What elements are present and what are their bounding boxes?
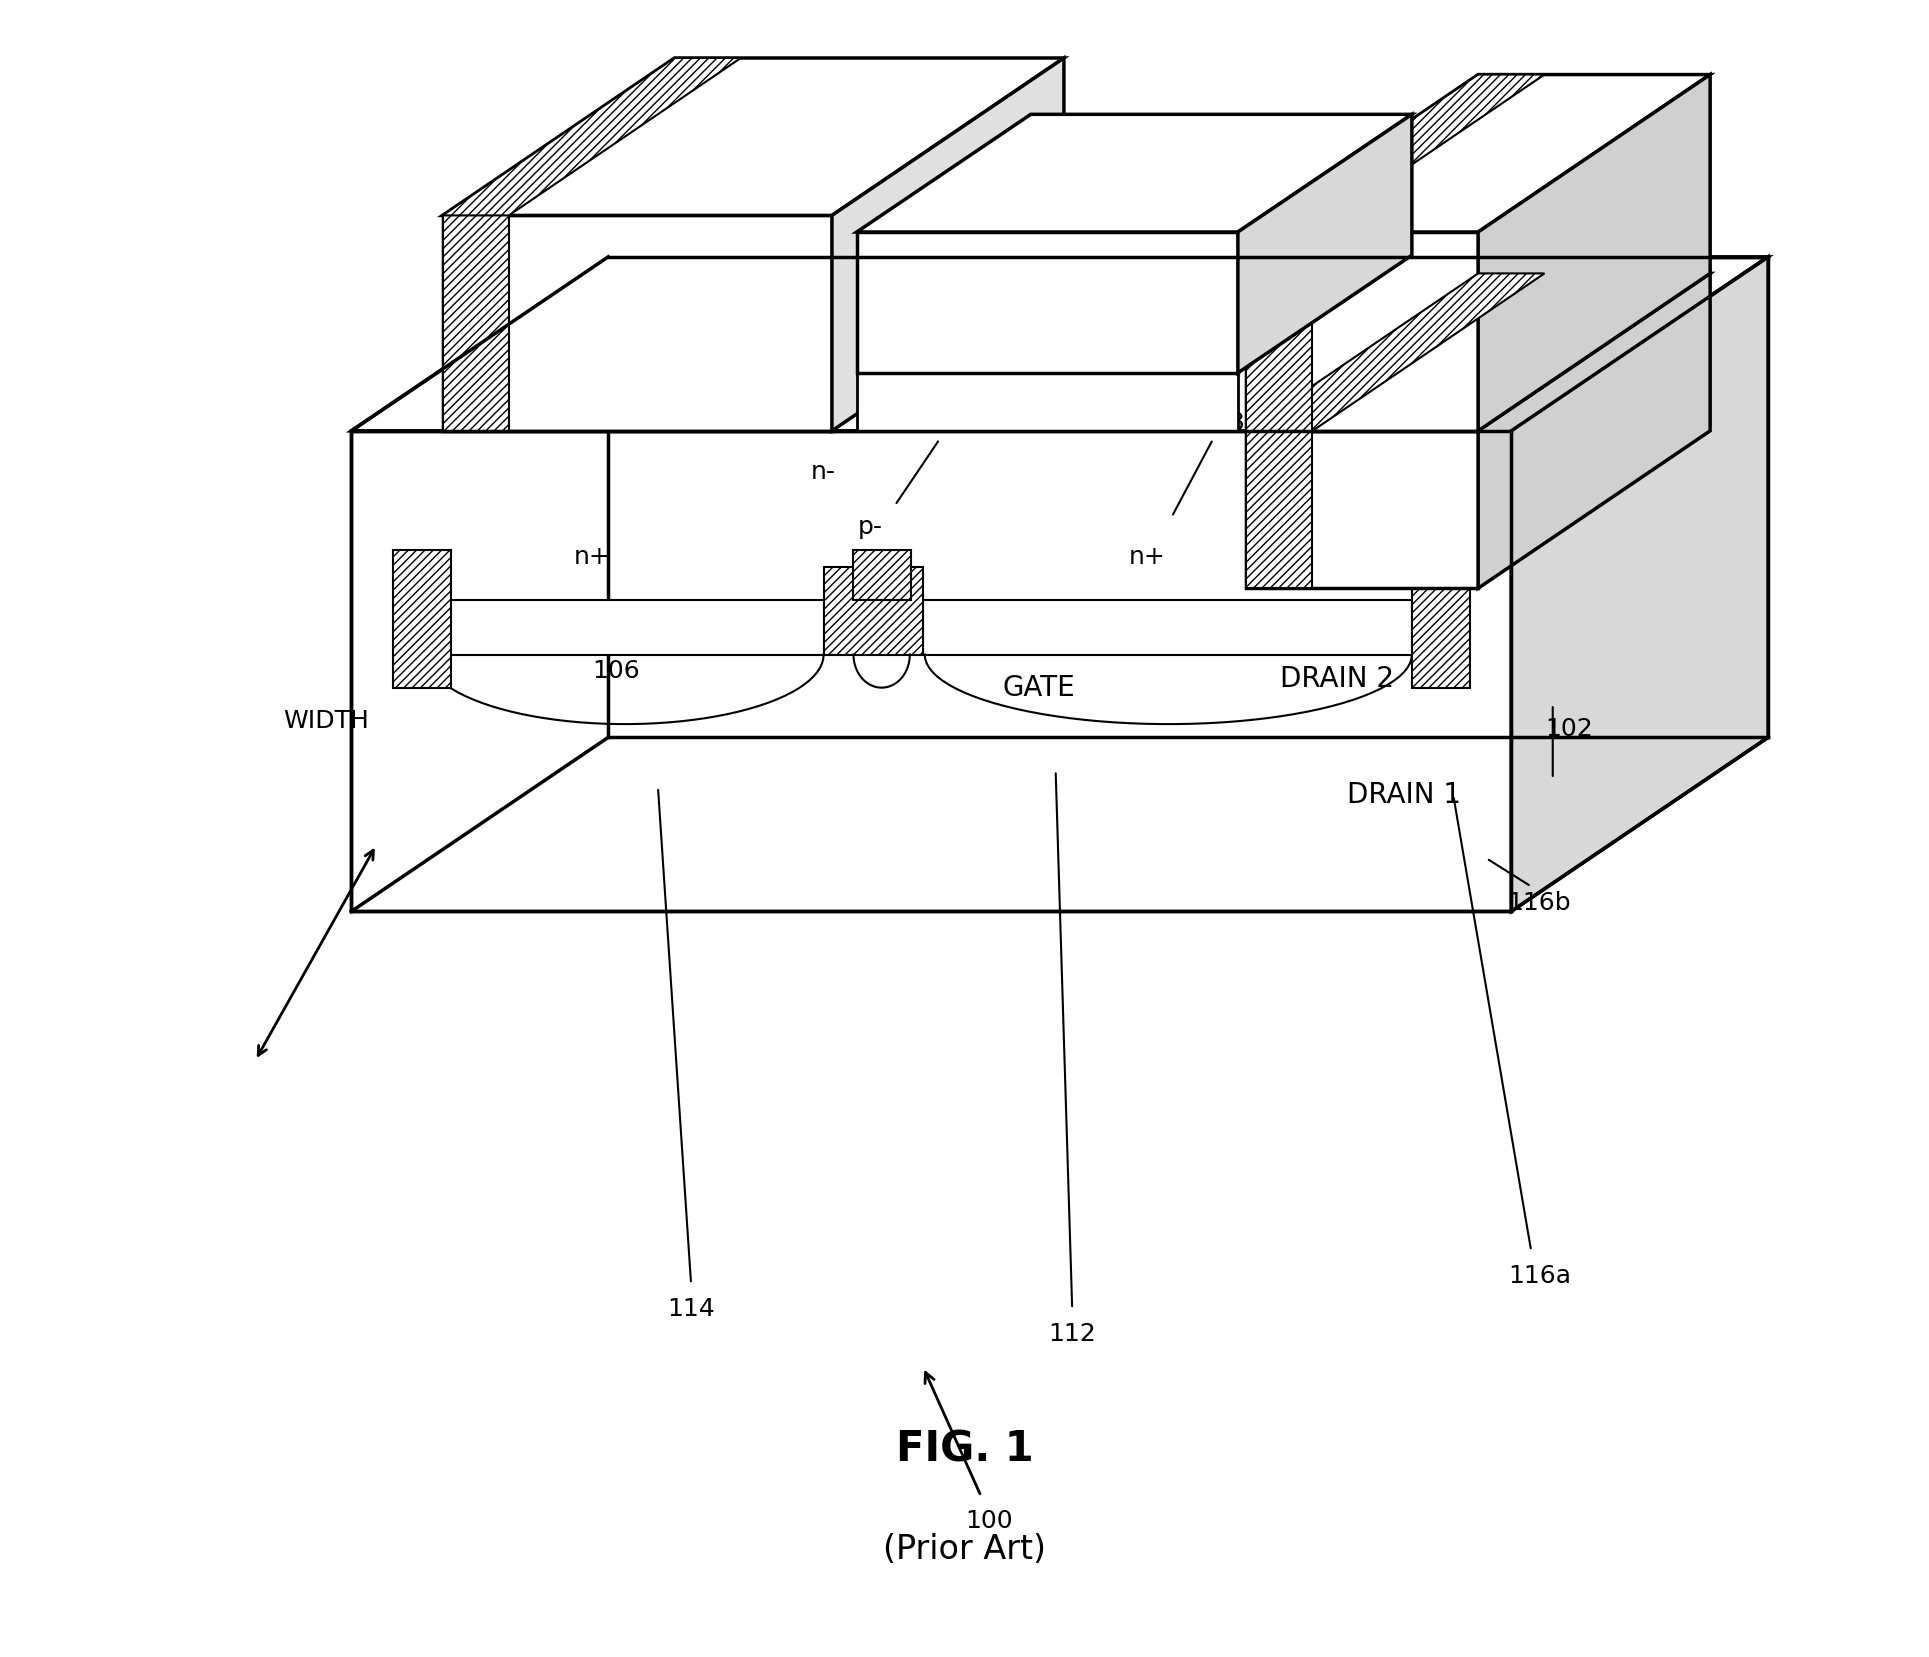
Text: 112: 112 — [1047, 1322, 1096, 1345]
Polygon shape — [1246, 75, 1545, 232]
Text: 116a: 116a — [1508, 1264, 1570, 1287]
Polygon shape — [1478, 75, 1711, 431]
Polygon shape — [856, 232, 1238, 373]
Polygon shape — [856, 114, 1412, 232]
Text: 104: 104 — [912, 370, 961, 393]
Polygon shape — [442, 215, 831, 431]
Polygon shape — [426, 600, 824, 655]
Text: DRAIN 2: DRAIN 2 — [1281, 666, 1395, 693]
Polygon shape — [1246, 431, 1478, 588]
Text: n-: n- — [812, 461, 835, 484]
Polygon shape — [856, 373, 1238, 431]
Text: GATE: GATE — [1003, 674, 1076, 701]
Polygon shape — [1246, 273, 1545, 431]
Polygon shape — [351, 257, 1769, 431]
Text: p-: p- — [858, 515, 883, 539]
Text: 106: 106 — [592, 659, 640, 683]
Text: (Prior Art): (Prior Art) — [883, 1533, 1046, 1566]
Polygon shape — [442, 58, 1065, 215]
Polygon shape — [856, 255, 1412, 373]
Text: n+: n+ — [573, 545, 610, 568]
Polygon shape — [1246, 431, 1312, 588]
Polygon shape — [1412, 550, 1470, 688]
Polygon shape — [831, 58, 1065, 431]
Polygon shape — [1246, 232, 1312, 431]
Text: 116b: 116b — [1508, 891, 1572, 915]
Polygon shape — [924, 600, 1412, 655]
Text: 114: 114 — [667, 1297, 716, 1321]
Text: DRAIN 1: DRAIN 1 — [1346, 782, 1460, 809]
Polygon shape — [442, 58, 741, 215]
Text: n+: n+ — [1128, 545, 1165, 568]
Text: FIG. 1: FIG. 1 — [895, 1428, 1034, 1471]
Polygon shape — [442, 215, 509, 431]
Polygon shape — [824, 567, 924, 655]
Text: 102: 102 — [1545, 717, 1593, 741]
Text: 100: 100 — [966, 1510, 1013, 1533]
Polygon shape — [394, 550, 451, 688]
Polygon shape — [1238, 114, 1412, 373]
Text: 110: 110 — [924, 411, 972, 434]
Polygon shape — [1510, 257, 1769, 911]
Text: WIDTH: WIDTH — [284, 709, 370, 732]
Polygon shape — [1478, 273, 1711, 588]
Text: SOURCE: SOURCE — [592, 625, 706, 651]
Polygon shape — [1246, 75, 1711, 232]
Polygon shape — [853, 550, 912, 600]
Polygon shape — [1246, 273, 1711, 431]
Polygon shape — [1246, 232, 1478, 431]
Text: 108: 108 — [1198, 411, 1246, 434]
Polygon shape — [351, 431, 1510, 911]
